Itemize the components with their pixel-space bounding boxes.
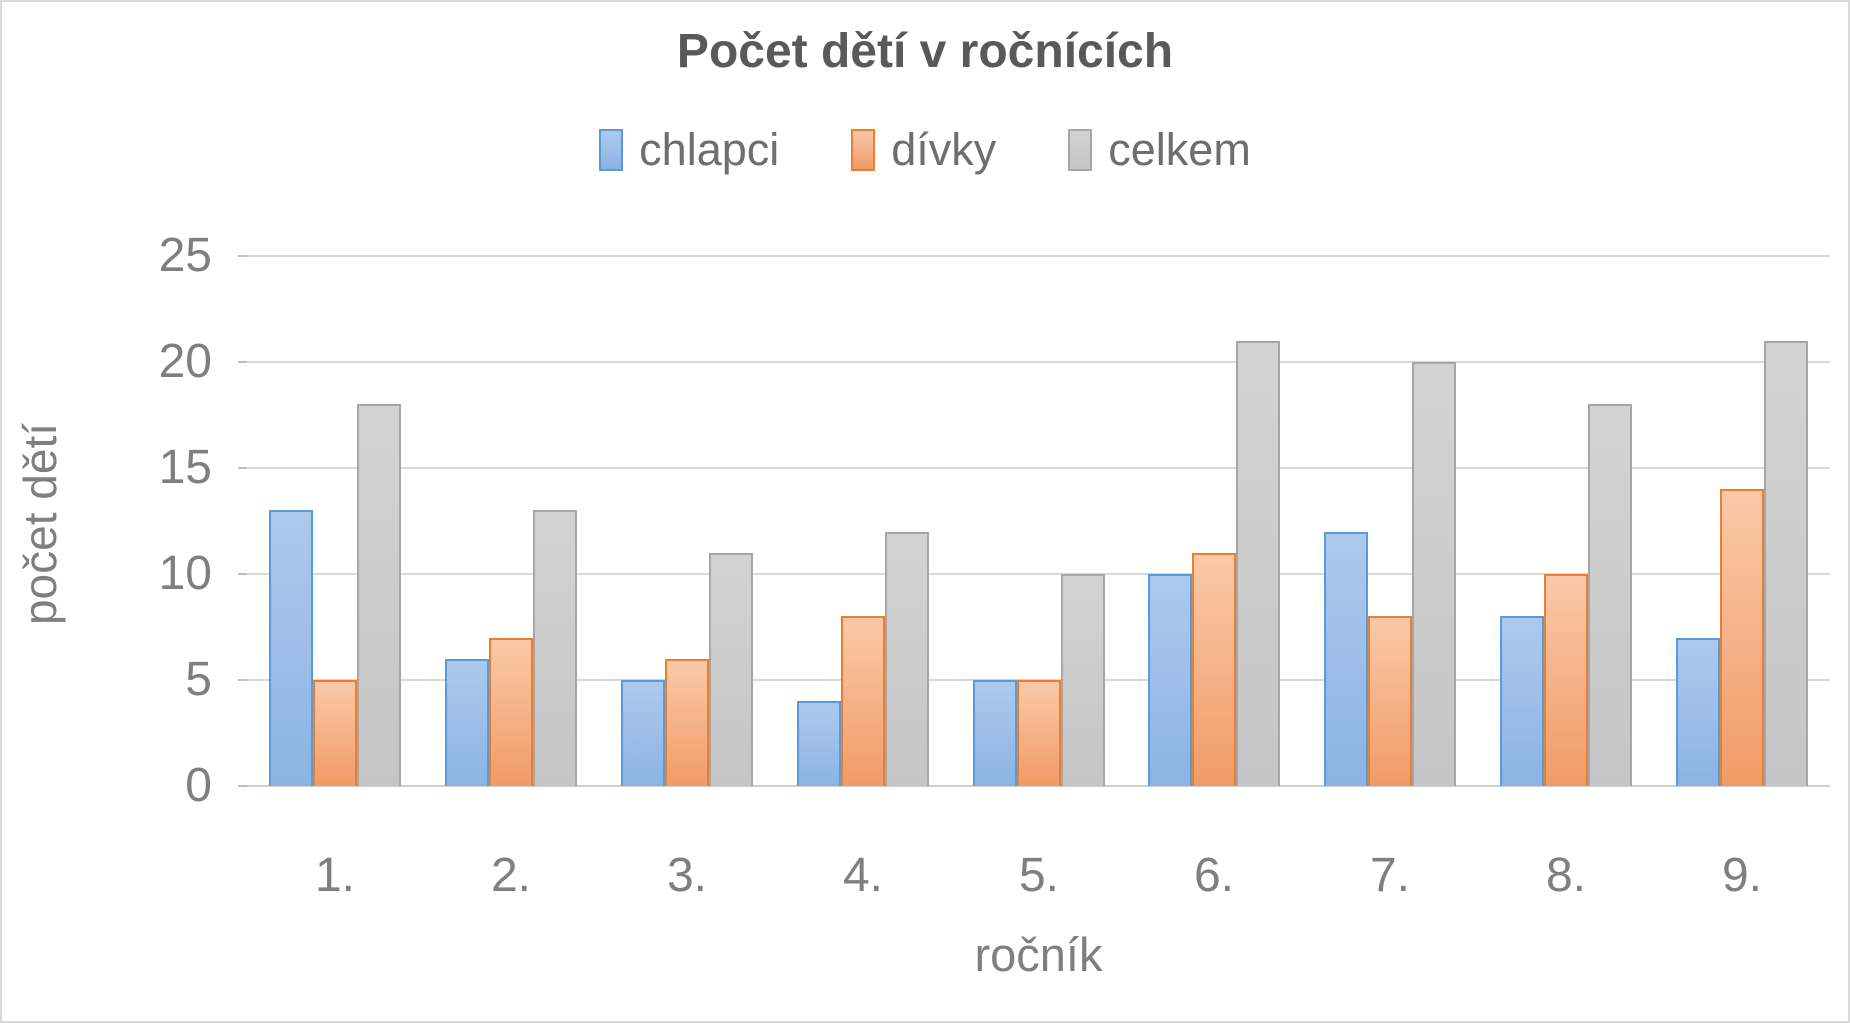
legend-marker-celkem-icon xyxy=(1068,129,1093,171)
gridline-20 xyxy=(247,361,1830,363)
y-axis-title: počet dětí xyxy=(14,422,66,626)
legend-label-chlapci: chlapci xyxy=(639,124,780,175)
legend-marker-divky-icon xyxy=(851,129,876,171)
legend-marker-chlapci-icon xyxy=(599,129,624,171)
y-tick-0 xyxy=(238,785,247,787)
y-tick-20 xyxy=(238,361,247,363)
bar-dívky-4. xyxy=(841,616,885,786)
y-axis-label-0: 0 xyxy=(185,759,212,812)
bar-dívky-8. xyxy=(1544,574,1588,786)
x-axis-label-4.: 4. xyxy=(842,849,884,902)
bar-dívky-6. xyxy=(1192,553,1236,786)
bar-dívky-2. xyxy=(489,638,533,786)
bar-chlapci-3. xyxy=(621,680,665,786)
bar-chlapci-8. xyxy=(1500,616,1544,786)
legend: chlapci dívky celkem xyxy=(2,124,1848,176)
bar-celkem-3. xyxy=(709,553,753,786)
y-axis-label-10: 10 xyxy=(158,547,212,600)
gridline-25 xyxy=(247,255,1830,257)
y-axis-label-5: 5 xyxy=(185,653,212,706)
bar-celkem-1. xyxy=(357,404,401,786)
bar-celkem-7. xyxy=(1412,362,1456,786)
legend-item-chlapci: chlapci xyxy=(599,124,779,176)
bar-chlapci-6. xyxy=(1148,574,1192,786)
y-tick-10 xyxy=(238,573,247,575)
y-tick-15 xyxy=(238,467,247,469)
y-tick-5 xyxy=(238,679,247,681)
bar-chlapci-9. xyxy=(1676,638,1720,786)
bar-chlapci-5. xyxy=(973,680,1017,786)
bar-dívky-5. xyxy=(1017,680,1061,786)
chart-title: Počet dětí v ročnících xyxy=(676,25,1174,78)
y-axis-label-20: 20 xyxy=(158,335,212,388)
x-axis-title: ročník xyxy=(974,928,1103,981)
x-axis-line xyxy=(247,785,1830,787)
bar-dívky-7. xyxy=(1368,616,1412,786)
bar-chlapci-1. xyxy=(269,510,313,786)
bar-celkem-9. xyxy=(1764,341,1808,786)
bar-celkem-8. xyxy=(1588,404,1632,786)
x-axis-label-1.: 1. xyxy=(314,849,356,902)
x-axis-label-7.: 7. xyxy=(1369,849,1411,902)
y-tick-25 xyxy=(238,255,247,257)
x-axis-label-5.: 5. xyxy=(1018,849,1060,902)
legend-item-divky: dívky xyxy=(851,124,996,176)
x-axis-label-8.: 8. xyxy=(1545,849,1587,902)
bar-dívky-9. xyxy=(1720,489,1764,786)
y-axis-label-15: 15 xyxy=(158,441,212,494)
bar-celkem-5. xyxy=(1061,574,1105,786)
bar-celkem-6. xyxy=(1236,341,1280,786)
bar-chlapci-4. xyxy=(797,701,841,786)
bar-celkem-4. xyxy=(885,532,929,786)
legend-label-celkem: celkem xyxy=(1108,124,1251,175)
x-axis-label-3.: 3. xyxy=(666,849,708,902)
y-axis-label-25: 25 xyxy=(158,229,212,282)
gridline-10 xyxy=(247,573,1830,575)
bar-chlapci-2. xyxy=(445,659,489,786)
bar-dívky-3. xyxy=(665,659,709,786)
x-axis-label-9.: 9. xyxy=(1721,849,1763,902)
x-axis-label-2.: 2. xyxy=(490,849,532,902)
gridline-15 xyxy=(247,467,1830,469)
bar-celkem-2. xyxy=(533,510,577,786)
x-axis-label-6.: 6. xyxy=(1193,849,1235,902)
legend-label-divky: dívky xyxy=(891,124,997,175)
bar-dívky-1. xyxy=(313,680,357,786)
bar-chlapci-7. xyxy=(1324,532,1368,786)
legend-item-celkem: celkem xyxy=(1068,124,1251,176)
